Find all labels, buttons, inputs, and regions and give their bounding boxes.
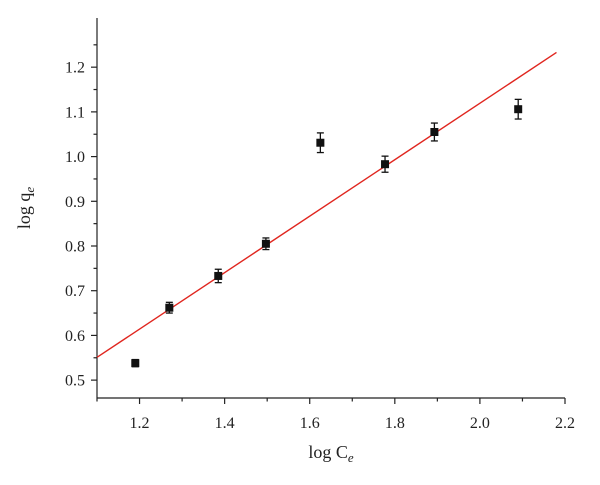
x-axis-label-subscript: e xyxy=(348,450,354,465)
point-marker xyxy=(430,128,439,136)
point-marker xyxy=(316,138,325,147)
axes xyxy=(96,18,565,399)
point-marker xyxy=(381,160,390,169)
x-tick-label: 1.2 xyxy=(130,415,150,432)
x-axis-label-text: log C xyxy=(308,442,348,462)
data-point xyxy=(430,122,439,142)
x-tick-label: 1.8 xyxy=(385,415,405,432)
fit-line-group xyxy=(96,51,557,358)
data-point xyxy=(514,98,523,120)
point-marker xyxy=(165,303,174,312)
x-tick-label: 2.0 xyxy=(470,415,490,432)
y-tick-label: 0.6 xyxy=(65,328,85,345)
y-axis-label-text: log q xyxy=(14,193,34,230)
axis-ticks: 1.2 1.4 1.6 1.8 2.0 2.2 0.5 0.6 0.7 0.8 0.9 1.0 1.1 1… xyxy=(65,44,575,432)
y-tick-label: 1.0 xyxy=(65,149,85,166)
axis-titles: log Ce log qe xyxy=(14,187,354,465)
x-axis-label: log Ce xyxy=(308,442,354,465)
y-axis-label: log qe xyxy=(14,187,37,230)
point-marker xyxy=(514,105,523,114)
y-tick-label: 0.7 xyxy=(65,283,85,300)
data-point xyxy=(381,155,390,173)
data-point xyxy=(261,237,270,251)
point-marker xyxy=(131,359,140,368)
point-marker xyxy=(214,271,223,280)
data-point xyxy=(316,132,325,154)
x-tick-label: 2.2 xyxy=(555,415,575,432)
y-tick-label: 1.2 xyxy=(65,60,85,77)
y-tick-label: 1.1 xyxy=(65,104,85,121)
data-point xyxy=(165,301,174,314)
y-tick-label: 0.9 xyxy=(65,194,85,211)
y-axis-label-subscript: e xyxy=(22,187,37,193)
x-tick-label: 1.6 xyxy=(300,415,320,432)
data-points xyxy=(131,98,523,368)
point-marker xyxy=(261,239,270,248)
y-tick-label: 0.5 xyxy=(65,373,85,390)
data-point xyxy=(131,358,140,368)
fit-line xyxy=(96,51,557,358)
x-tick-label: 1.4 xyxy=(215,415,235,432)
y-tick-label: 0.8 xyxy=(65,239,85,256)
data-point xyxy=(214,268,223,284)
